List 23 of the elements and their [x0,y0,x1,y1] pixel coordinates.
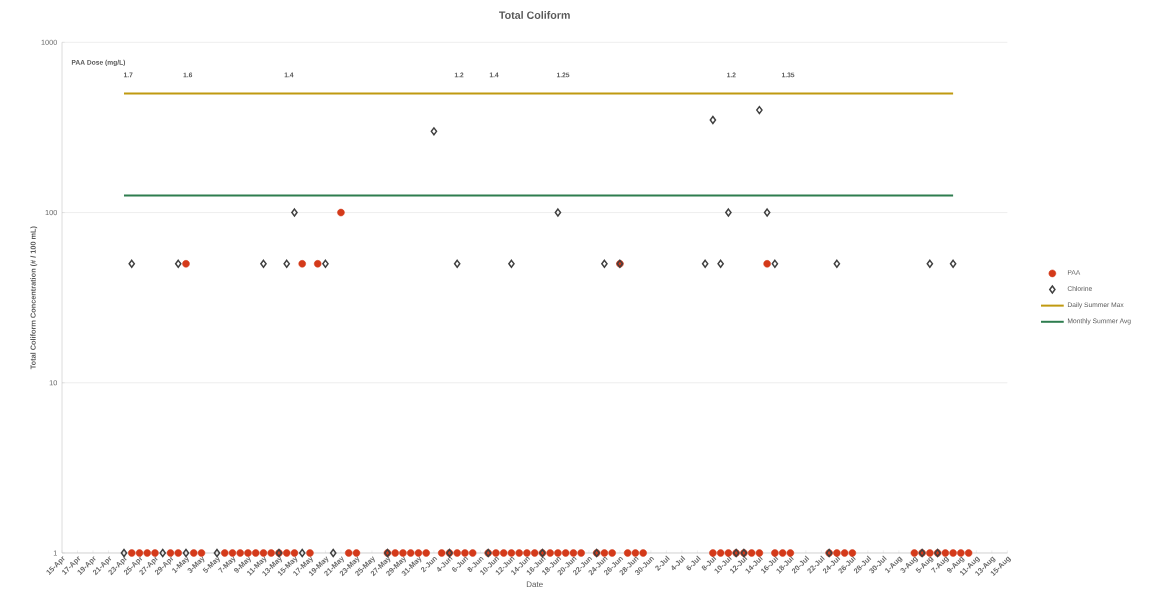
point [725,208,732,217]
point [322,259,329,268]
point [508,259,515,268]
chart-title: Total Coliform [499,11,570,19]
point [771,259,779,268]
point [763,208,771,217]
point [709,115,717,125]
point [717,259,724,268]
point [430,127,438,136]
point [833,259,841,268]
point [291,208,298,217]
point [949,259,957,268]
point [128,259,136,268]
point [174,259,182,268]
point [453,259,461,268]
point [926,259,934,268]
point [283,259,291,268]
point [601,259,608,268]
point [554,208,562,217]
x-axis-title: Date [526,581,543,588]
point [756,105,763,115]
point [260,259,267,268]
point [701,259,709,268]
